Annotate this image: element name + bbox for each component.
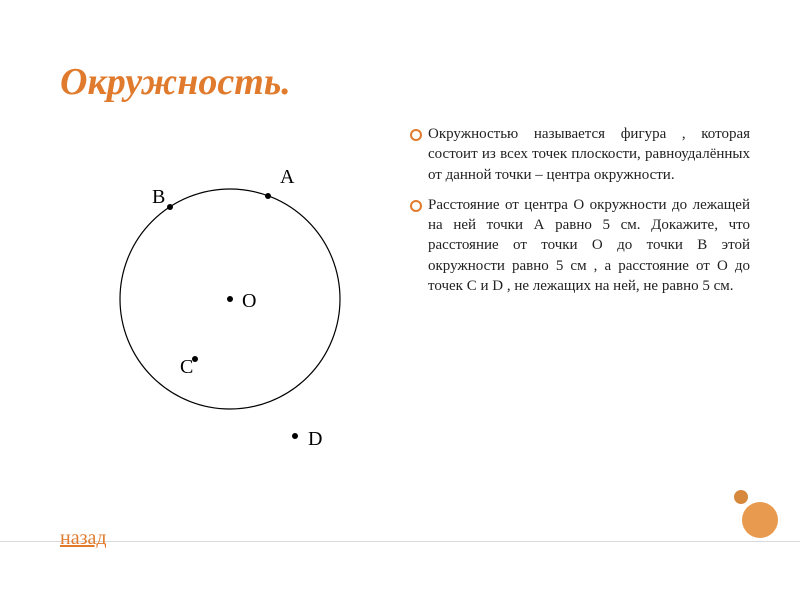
bullet-definition: Окружностью называется фигура , которая … [410, 124, 750, 185]
back-link[interactable]: назад [60, 527, 107, 550]
slide-baseline [0, 541, 800, 542]
point-label-O: О [242, 290, 256, 313]
circle-diagram: А В О С D [60, 124, 390, 464]
point-label-B: В [152, 186, 165, 209]
point-B [167, 204, 173, 210]
bullet-problem: Расстояние от центра О окружности до леж… [410, 195, 750, 296]
point-O [227, 296, 233, 302]
decor-dot-small [734, 490, 748, 504]
definition-text: Окружностью называется фигура , которая … [410, 124, 750, 464]
point-A [265, 193, 271, 199]
diagram-svg [60, 124, 390, 464]
point-label-C: С [180, 356, 193, 379]
point-label-D: D [308, 428, 322, 451]
point-label-A: А [280, 166, 294, 189]
decor-dot-big [742, 502, 778, 538]
point-D [292, 433, 298, 439]
page-title: Окружность. [60, 60, 750, 104]
